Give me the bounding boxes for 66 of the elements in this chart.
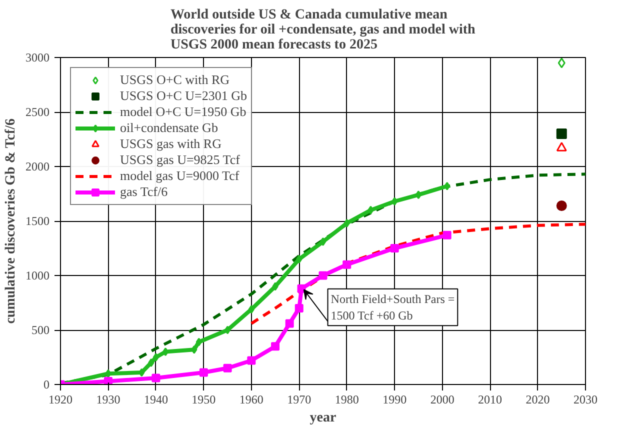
legend-label: USGS O+C U=2301 Gb <box>120 88 247 104</box>
point <box>444 182 450 190</box>
point <box>196 338 202 346</box>
legend-label: gas Tcf/6 <box>120 184 168 200</box>
point <box>271 342 280 351</box>
x-axis-title: year <box>310 410 336 426</box>
point <box>368 206 374 214</box>
point <box>344 218 350 228</box>
point <box>342 260 352 269</box>
y-tick-label: 3000 <box>26 50 50 64</box>
point <box>392 197 398 206</box>
legend-label: oil+condensate Gb <box>120 120 218 136</box>
x-tick-label: 1960 <box>239 392 264 406</box>
x-tick-label: 2030 <box>574 392 598 406</box>
point <box>104 376 112 384</box>
x-tick-label: 1970 <box>287 392 312 406</box>
point <box>415 190 422 200</box>
point <box>272 282 278 291</box>
point <box>318 271 328 280</box>
x-tick-label: 1930 <box>96 392 120 406</box>
point <box>138 368 145 377</box>
point <box>556 142 567 152</box>
x-tick-label: 1990 <box>382 392 407 406</box>
x-tick-label: 1920 <box>48 392 72 406</box>
point <box>442 230 452 240</box>
point <box>556 128 567 140</box>
point <box>320 237 326 246</box>
legend-label: USGS gas U=9825 Tcf <box>120 152 240 168</box>
point <box>297 284 306 293</box>
point <box>558 58 566 68</box>
y-tick-label: 1500 <box>26 214 50 228</box>
x-tick-label: 1980 <box>334 392 359 406</box>
point <box>556 200 567 211</box>
line-series <box>250 222 586 325</box>
x-tick-label: 2000 <box>430 392 454 406</box>
point <box>191 345 198 354</box>
point <box>390 244 399 252</box>
point <box>223 364 232 372</box>
annotation: North Field+South Pars = 1500 Tcf +60 Gb <box>330 292 455 323</box>
point <box>199 368 208 377</box>
y-tick-label: 500 <box>32 323 50 337</box>
y-tick-label: 2000 <box>26 160 50 174</box>
point <box>294 304 304 312</box>
chart-title: World outside US & Canada cumulative mean discoveries for oil +condensate, gas and model with USGS 2000 mean forecasts to 2025 <box>170 8 476 52</box>
point <box>224 326 231 334</box>
point <box>105 369 112 378</box>
point <box>296 254 302 264</box>
y-tick-label: 2500 <box>26 105 50 119</box>
y-tick-label: 1000 <box>26 268 50 282</box>
x-tick-label: 1950 <box>192 392 216 406</box>
point <box>162 348 169 356</box>
point <box>248 305 254 314</box>
legend-label: model O+C U=1950 Gb <box>120 104 246 120</box>
point <box>152 353 160 362</box>
x-tick-label: 2010 <box>478 392 502 406</box>
legend-label: model gas U=9000 Tcf <box>120 168 240 184</box>
point <box>247 356 256 365</box>
point <box>152 374 160 382</box>
legend-label: USGS O+C with RG <box>120 72 230 88</box>
y-tick-label: 0 <box>44 378 50 392</box>
x-tick-label: 1940 <box>144 392 168 406</box>
legend-label: USGS gas with RG <box>120 136 222 152</box>
x-tick-label: 2020 <box>526 392 550 406</box>
point <box>148 358 154 367</box>
point <box>285 319 294 328</box>
y-axis-title: cumulative discoveries Gb & Tcf/6 <box>4 118 18 324</box>
